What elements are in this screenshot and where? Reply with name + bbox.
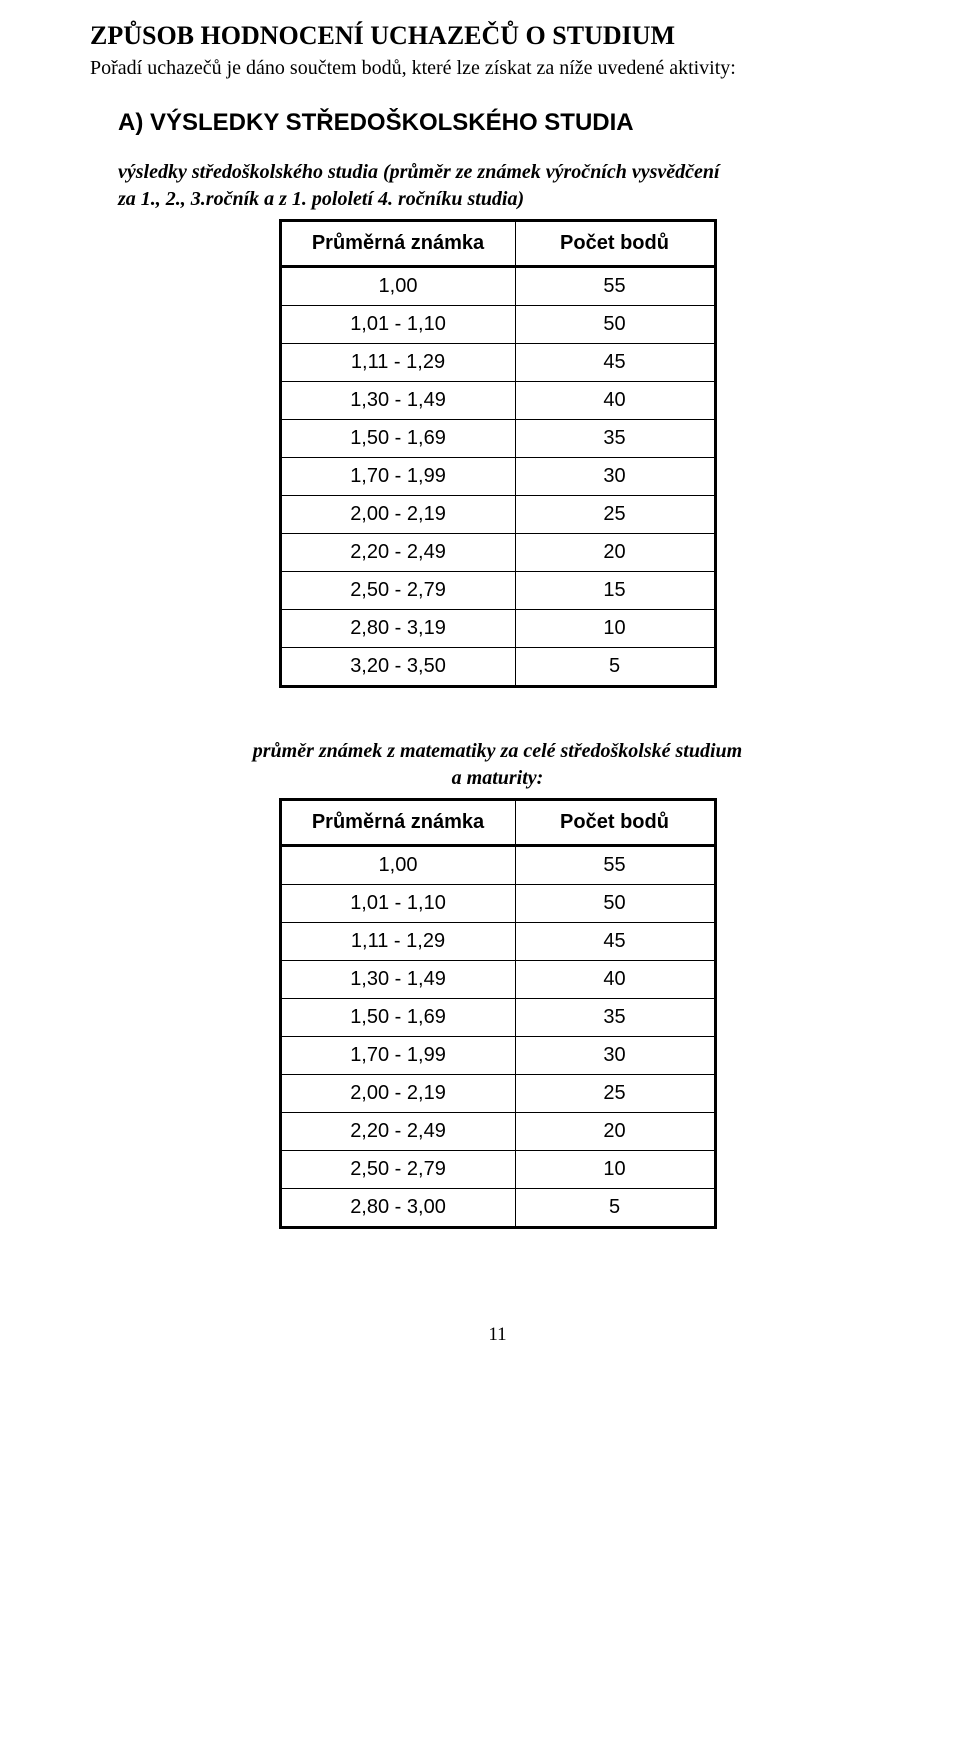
grade-cell: 1,50 - 1,69 — [280, 998, 515, 1036]
grade-cell: 2,20 - 2,49 — [280, 1112, 515, 1150]
points-cell: 55 — [515, 845, 715, 884]
grade-cell: 1,11 - 1,29 — [280, 922, 515, 960]
table-row: 1,70 - 1,9930 — [280, 1036, 715, 1074]
points-cell: 40 — [515, 381, 715, 419]
points-cell: 5 — [515, 1188, 715, 1227]
grade-cell: 1,70 - 1,99 — [280, 457, 515, 495]
table-row: 2,80 - 3,1910 — [280, 609, 715, 647]
table-row: 1,01 - 1,1050 — [280, 884, 715, 922]
table-row: 1,30 - 1,4940 — [280, 381, 715, 419]
points-cell: 35 — [515, 998, 715, 1036]
points-cell: 55 — [515, 266, 715, 305]
points-cell: 10 — [515, 1150, 715, 1188]
grade-cell: 2,00 - 2,19 — [280, 495, 515, 533]
points-cell: 25 — [515, 495, 715, 533]
subheading-1-line1: výsledky středoškolského studia (průměr … — [118, 161, 720, 183]
grade-cell: 3,20 - 3,50 — [280, 647, 515, 686]
grade-cell: 2,50 - 2,79 — [280, 1150, 515, 1188]
grade-cell: 2,20 - 2,49 — [280, 533, 515, 571]
grade-cell: 1,00 — [280, 845, 515, 884]
points-cell: 5 — [515, 647, 715, 686]
subheading-1: výsledky středoškolského studia (průměr … — [118, 159, 905, 213]
points-cell: 35 — [515, 419, 715, 457]
table-row: 2,00 - 2,1925 — [280, 1074, 715, 1112]
grade-cell: 1,50 - 1,69 — [280, 419, 515, 457]
table-row: 1,30 - 1,4940 — [280, 960, 715, 998]
table-row: 1,11 - 1,2945 — [280, 922, 715, 960]
col-header-points: Počet bodů — [515, 220, 715, 266]
col-header-points: Počet bodů — [515, 799, 715, 845]
table-row: 2,80 - 3,005 — [280, 1188, 715, 1227]
points-cell: 45 — [515, 343, 715, 381]
points-cell: 20 — [515, 1112, 715, 1150]
table-row: 1,70 - 1,9930 — [280, 457, 715, 495]
grade-cell: 2,80 - 3,00 — [280, 1188, 515, 1227]
section-a-title: A) VÝSLEDKY STŘEDOŠKOLSKÉHO STUDIA — [118, 109, 905, 137]
table-row: 2,00 - 2,1925 — [280, 495, 715, 533]
points-cell: 50 — [515, 305, 715, 343]
col-header-grade: Průměrná známka — [280, 799, 515, 845]
table-header-row: Průměrná známka Počet bodů — [280, 799, 715, 845]
table-row: 2,20 - 2,4920 — [280, 533, 715, 571]
points-cell: 10 — [515, 609, 715, 647]
grade-cell: 1,70 - 1,99 — [280, 1036, 515, 1074]
points-table-1: Průměrná známka Počet bodů 1,00551,01 - … — [279, 219, 717, 688]
points-cell: 15 — [515, 571, 715, 609]
grade-cell: 1,01 - 1,10 — [280, 305, 515, 343]
table-row: 2,50 - 2,7910 — [280, 1150, 715, 1188]
table-row: 3,20 - 3,505 — [280, 647, 715, 686]
points-cell: 50 — [515, 884, 715, 922]
grade-cell: 2,80 - 3,19 — [280, 609, 515, 647]
points-table-2: Průměrná známka Počet bodů 1,00551,01 - … — [279, 798, 717, 1229]
table-row: 2,50 - 2,7915 — [280, 571, 715, 609]
subheading-2-line1: průměr známek z matematiky za celé střed… — [253, 740, 742, 762]
grade-cell: 1,01 - 1,10 — [280, 884, 515, 922]
table-row: 1,0055 — [280, 845, 715, 884]
table-row: 1,01 - 1,1050 — [280, 305, 715, 343]
points-cell: 30 — [515, 457, 715, 495]
subheading-2: průměr známek z matematiky za celé střed… — [90, 738, 905, 792]
grade-cell: 1,30 - 1,49 — [280, 960, 515, 998]
table-row: 2,20 - 2,4920 — [280, 1112, 715, 1150]
points-cell: 40 — [515, 960, 715, 998]
table-row: 1,50 - 1,6935 — [280, 419, 715, 457]
points-cell: 20 — [515, 533, 715, 571]
table-row: 1,50 - 1,6935 — [280, 998, 715, 1036]
points-cell: 25 — [515, 1074, 715, 1112]
page-number: 11 — [90, 1324, 905, 1346]
subheading-2-line2: a maturity: — [452, 767, 544, 789]
col-header-grade: Průměrná známka — [280, 220, 515, 266]
table-row: 1,11 - 1,2945 — [280, 343, 715, 381]
intro-text: Pořadí uchazečů je dáno součtem bodů, kt… — [90, 55, 905, 81]
grade-cell: 1,00 — [280, 266, 515, 305]
grade-cell: 1,11 - 1,29 — [280, 343, 515, 381]
table-row: 1,0055 — [280, 266, 715, 305]
points-cell: 30 — [515, 1036, 715, 1074]
table-header-row: Průměrná známka Počet bodů — [280, 220, 715, 266]
points-cell: 45 — [515, 922, 715, 960]
grade-cell: 2,50 - 2,79 — [280, 571, 515, 609]
grade-cell: 2,00 - 2,19 — [280, 1074, 515, 1112]
subheading-1-line2: za 1., 2., 3.ročník a z 1. pololetí 4. r… — [118, 188, 524, 210]
grade-cell: 1,30 - 1,49 — [280, 381, 515, 419]
page-heading: ZPŮSOB HODNOCENÍ UCHAZEČŮ O STUDIUM — [90, 20, 905, 53]
